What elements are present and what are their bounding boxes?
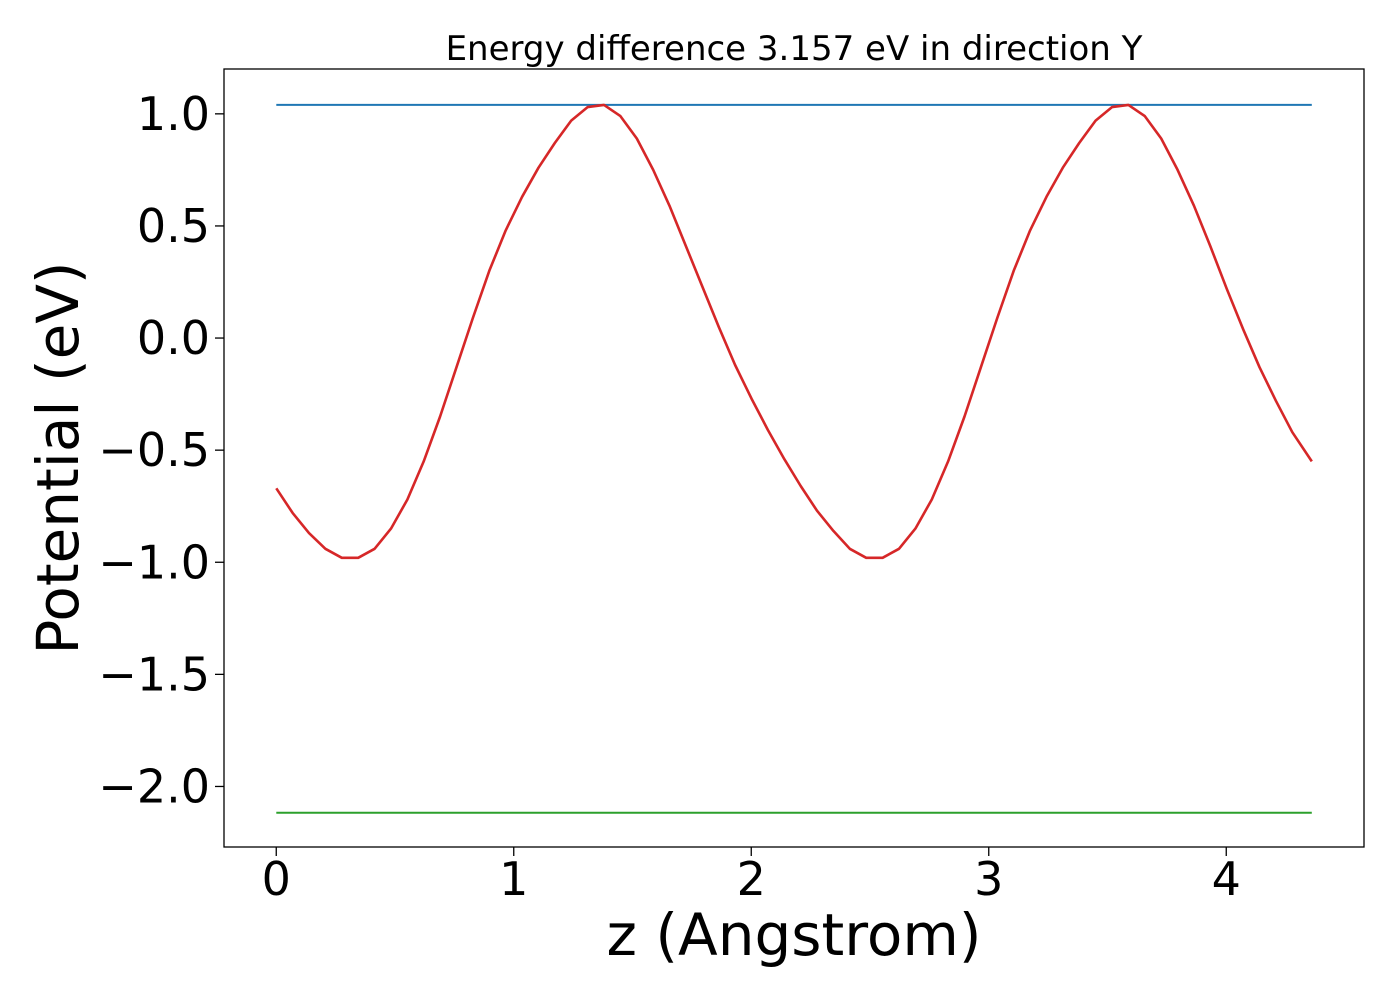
y-tick-label: −0.5 [98,423,210,477]
x-tick-label: 2 [737,852,766,906]
y-tick-label: −1.5 [98,647,210,701]
plot-frame [223,68,1365,848]
y-axis-ticks: 1.0 0.5 0.0 −0.5 −1.0 −1.5 −2.0 [98,87,224,813]
x-tick-label: 0 [262,852,291,906]
x-tick-label: 1 [499,852,528,906]
y-tick-label: −2.0 [98,759,210,813]
y-axis-label: Potential (eV) [24,261,92,654]
y-tick-label: −1.0 [98,535,210,589]
x-tick-label: 3 [974,852,1003,906]
x-tick-label: 4 [1212,852,1241,906]
series-layer [275,103,1313,814]
potential-line [275,103,1313,560]
x-axis-label: z (Angstrom) [607,901,982,969]
y-tick-label: 1.0 [137,87,210,141]
y-tick-label: 0.0 [137,311,210,365]
chart-title: Energy difference 3.157 eV in direction … [446,29,1143,69]
y-tick-label: 0.5 [137,199,210,253]
x-axis-ticks: 0 1 2 3 4 [262,847,1241,906]
